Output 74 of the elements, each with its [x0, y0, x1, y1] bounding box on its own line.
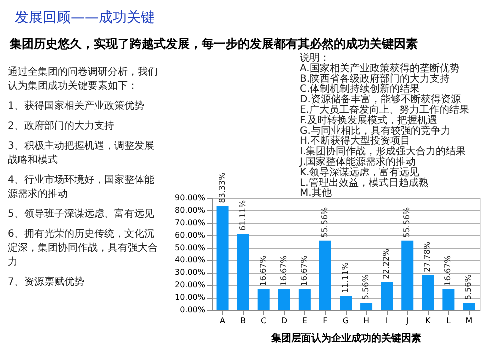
x-tick-label: K: [426, 316, 432, 326]
y-tick-label: 50.00%: [174, 243, 206, 252]
text: 7、资源禀赋优势: [8, 276, 84, 288]
y-tick-label: 90.00%: [174, 194, 206, 202]
text: H.不断获得大型投资项目: [300, 135, 411, 148]
bar: [340, 296, 352, 310]
x-tick-label: I: [386, 316, 388, 326]
text: 3、积极主动把握机遇，调整发展战略和模式: [8, 140, 154, 166]
data-label: 16.67%: [444, 255, 453, 286]
text: J.国家整体能源需求的推动: [299, 156, 416, 168]
data-label: 11.11%: [341, 262, 350, 294]
bar: [237, 234, 250, 310]
text: 4、行业市场环境好，国家整体能源需求的推动: [8, 174, 154, 200]
x-tick-label: H: [364, 316, 370, 326]
data-label: 5.56%: [464, 274, 474, 300]
text: C.体制机制持续创新的结果: [300, 83, 420, 96]
x-tick-label: C: [261, 316, 268, 326]
x-tick-label: E: [302, 316, 308, 326]
data-label: 61.11%: [238, 200, 248, 231]
text: 1、获得国家相关产业政策优势: [8, 100, 144, 112]
data-label: 55.56%: [402, 206, 412, 238]
text: L.管理出效益，模式日趋成熟: [300, 176, 429, 189]
bar: [258, 289, 270, 310]
text: G.与同业相比，具有较强的竞争力: [300, 124, 451, 137]
bar: [319, 240, 332, 310]
text: 说明：: [300, 52, 330, 64]
x-tick-label: F: [323, 316, 328, 326]
bar: [298, 289, 311, 310]
text: K.领导深谋远虑，富有远见: [300, 166, 420, 178]
y-tick-label: 10.00%: [174, 293, 206, 302]
x-tick-label: A: [220, 316, 226, 326]
y-tick-label: 0.00%: [180, 306, 206, 314]
x-tick-label: D: [281, 316, 288, 326]
x-tick-label: M: [466, 316, 473, 326]
y-tick-label: 20.00%: [174, 280, 206, 290]
text: E.广大员工奋发向上、努力工作的结果: [300, 104, 470, 116]
text: D.资源储备丰富，能够不断获得资源: [300, 94, 461, 106]
bar: [402, 240, 414, 310]
text: F.及时转换发展模式，把握机遇: [300, 114, 438, 126]
text: 6、拥有光荣的历史传统，文化沉淀深，集团协同作战，具有强大合力: [8, 228, 158, 268]
y-tick-label: 60.00%: [174, 230, 206, 240]
text: 5、领导班子深谋远虑、富有远见: [8, 208, 154, 220]
y-tick-label: 40.00%: [174, 256, 206, 265]
data-label: 55.56%: [320, 206, 330, 238]
chart-subtitle: 集团历史悠久，实现了跨越式发展，每一步的发展都有其必然的成功关键因素: [9, 37, 418, 51]
bar: [463, 303, 476, 310]
text: 发展回顾——成功关键: [15, 10, 155, 26]
data-label: 16.67%: [300, 255, 309, 286]
x-tick-label: B: [240, 316, 246, 326]
x-tick-label: L: [446, 316, 452, 326]
text: 通过全集团的问卷调研分析，我们认为集团成功关键要素如下：: [8, 66, 158, 92]
data-label: 83.33%: [218, 172, 227, 204]
y-tick-label: 30.00%: [174, 268, 206, 278]
text: A.国家相关产业政策获得的垄断优势: [300, 62, 460, 74]
data-label: 16.67%: [279, 255, 288, 286]
bar: [360, 303, 373, 310]
bar: [422, 275, 434, 310]
x-tick-label: J: [405, 316, 409, 326]
data-label: 27.78%: [423, 242, 432, 272]
text: I.集团协同作战，形成强大合力的结果: [300, 146, 466, 158]
annotation: M.其他: [300, 187, 332, 200]
x-tick-label: G: [342, 316, 350, 326]
data-label: 5.56%: [362, 274, 371, 300]
data-label: 16.67%: [258, 255, 268, 286]
text: B.陕西省各级政府部门的大力支持: [300, 72, 450, 85]
bar: [442, 289, 455, 310]
bar: [216, 206, 229, 310]
x-axis-title: 集团层面认为企业成功的关键因素: [270, 332, 422, 344]
data-label: 22.22%: [382, 248, 392, 280]
bar: [381, 282, 394, 310]
y-tick-label: 70.00%: [174, 218, 206, 228]
text: 2、政府部门的大力支持: [8, 120, 114, 132]
bar: [278, 289, 290, 310]
y-tick-label: 80.00%: [174, 206, 206, 215]
